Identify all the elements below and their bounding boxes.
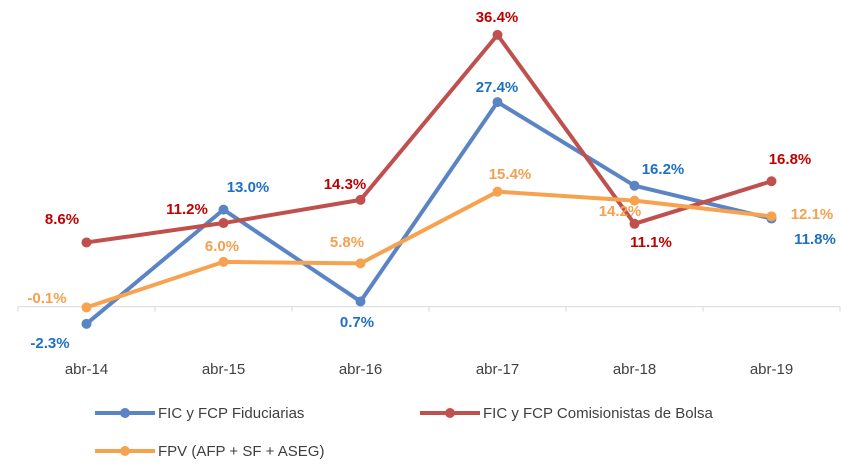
x-tick-label: abr-15 [202, 361, 245, 378]
data-point [81, 318, 92, 329]
data-point [766, 211, 777, 222]
data-label: 11.2% [166, 201, 208, 218]
x-tick-label: abr-14 [65, 361, 108, 378]
data-label: 11.1% [630, 234, 672, 251]
data-point [81, 302, 92, 313]
legend-label: FIC y FCP Fiduciarias [158, 405, 304, 422]
data-point [218, 256, 229, 267]
x-tick-label: abr-17 [476, 361, 519, 378]
data-point [629, 180, 640, 191]
data-label: -2.3% [30, 335, 69, 352]
series-line [85, 100, 772, 326]
series-line [85, 189, 772, 310]
data-point [355, 194, 366, 205]
data-label: 8.6% [45, 211, 79, 228]
data-point [355, 258, 366, 269]
data-point [629, 195, 640, 206]
data-point [218, 218, 229, 229]
data-label: 6.0% [205, 238, 239, 255]
data-point [492, 97, 503, 108]
data-point [355, 296, 366, 307]
data-label: -0.1% [27, 290, 66, 307]
data-label: 0.7% [340, 314, 374, 331]
x-tick-label: abr-16 [339, 361, 382, 378]
data-point [629, 218, 640, 229]
data-point [766, 176, 777, 187]
data-label: 15.4% [489, 166, 532, 183]
legend-marker [120, 446, 130, 456]
data-label: 12.1% [791, 206, 834, 223]
data-label: 36.4% [476, 9, 519, 26]
legend-marker [445, 408, 455, 418]
data-label: 13.0% [227, 179, 270, 196]
data-label: 5.8% [330, 234, 364, 251]
data-label: 27.4% [476, 79, 519, 96]
legend-label: FPV (AFP + SF + ASEG) [158, 443, 324, 460]
data-point [492, 29, 503, 40]
series-line [86, 32, 773, 245]
data-label: 14.2% [599, 203, 642, 220]
data-point [492, 186, 503, 197]
data-point [218, 204, 229, 215]
legend-marker [120, 408, 130, 418]
data-label: 14.3% [324, 176, 367, 193]
data-label: 16.8% [769, 151, 812, 168]
data-label: 16.2% [642, 161, 685, 178]
data-label: 11.8% [794, 231, 836, 248]
x-tick-label: abr-19 [750, 361, 793, 378]
data-point [81, 237, 92, 248]
legend-label: FIC y FCP Comisionistas de Bolsa [483, 405, 713, 422]
x-tick-label: abr-18 [613, 361, 656, 378]
